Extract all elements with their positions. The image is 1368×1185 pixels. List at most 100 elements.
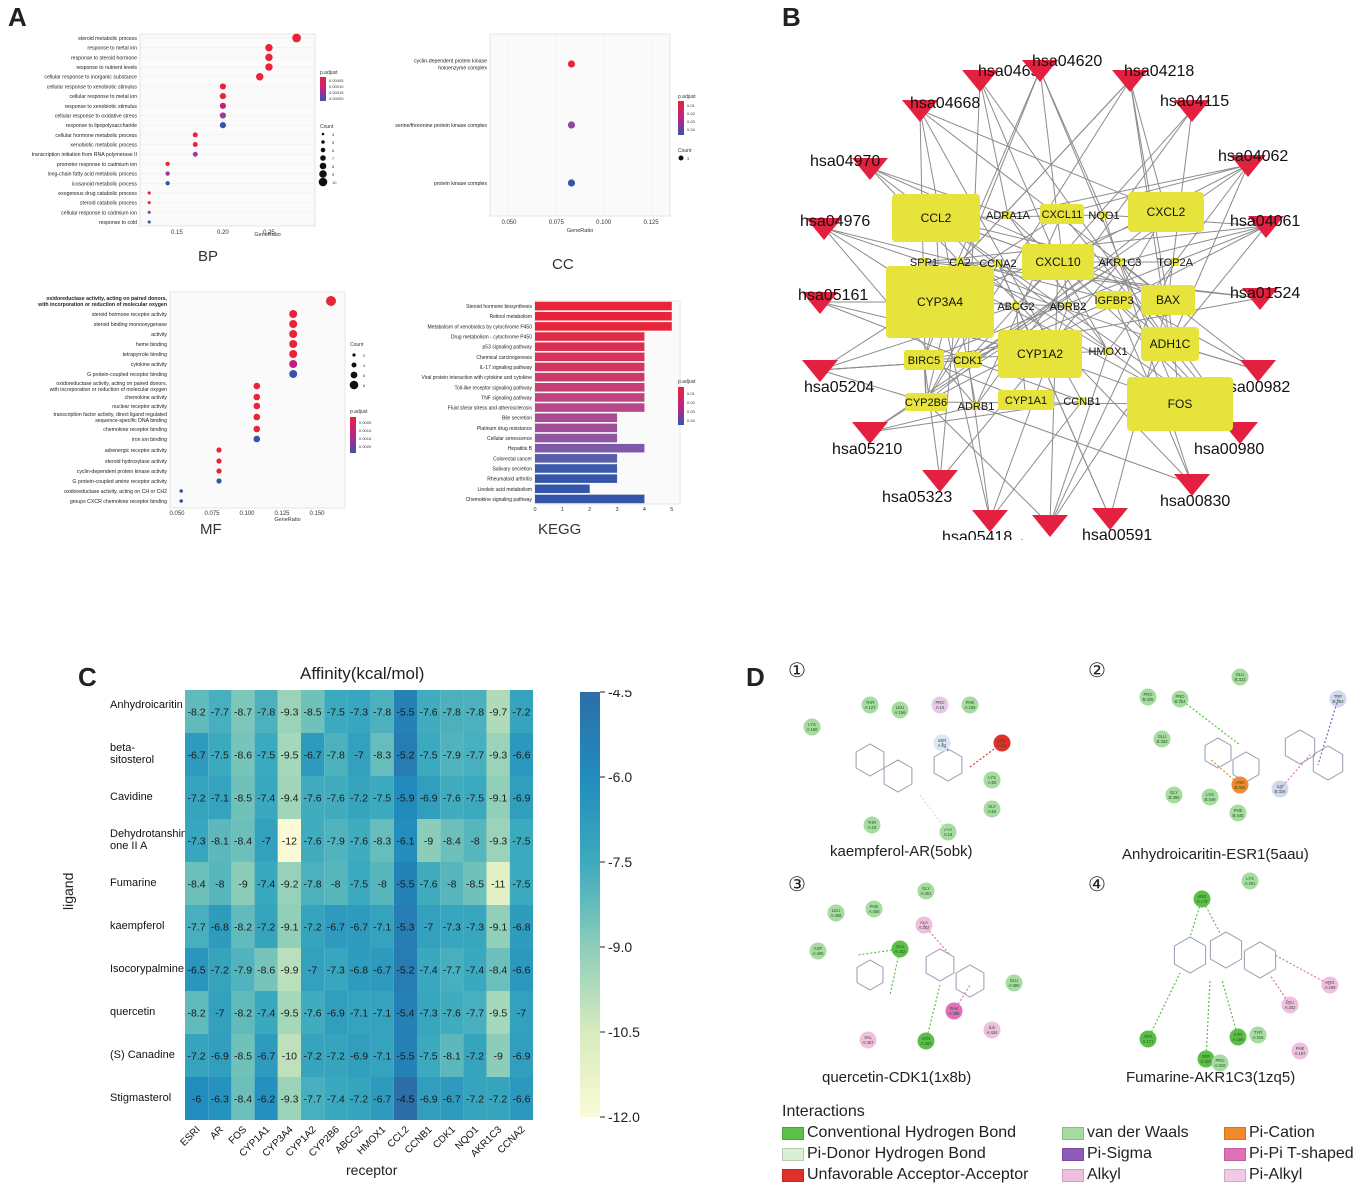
bp-dot bbox=[147, 220, 151, 224]
residue-node bbox=[1231, 668, 1249, 686]
heatmap-cell-value: -7.4 bbox=[257, 793, 275, 805]
heatmap-cell-value: -7.7 bbox=[188, 922, 206, 934]
heatmap-cell-value: -6.9 bbox=[327, 1008, 345, 1020]
heatmap-cell-value: -7.4 bbox=[257, 879, 275, 891]
residue-label-name: LYS bbox=[1206, 792, 1214, 797]
kegg-term-label: Chemical carcinogenesis bbox=[476, 355, 532, 361]
heatmap-cell-value: -7.8 bbox=[304, 879, 322, 891]
kegg-xtick: 4 bbox=[643, 507, 646, 513]
legend-label: Conventional Hydrogen Bond bbox=[807, 1124, 1017, 1141]
bp-term-label: cellular response to cadmium ion bbox=[61, 210, 137, 216]
heatmap-cell bbox=[463, 690, 487, 733]
residue-label-name: SER bbox=[938, 738, 947, 743]
heatmap-cell bbox=[277, 690, 301, 733]
pathway-node bbox=[1174, 474, 1210, 496]
heatmap-cell bbox=[393, 905, 417, 948]
mf-dot bbox=[216, 458, 222, 464]
bp-term-label: response to xenobiotic stimulus bbox=[65, 104, 138, 110]
heatmap-cell-value: -7.6 bbox=[350, 836, 368, 848]
cc-xlabel: GeneRatio bbox=[567, 228, 593, 234]
heatmap-cell bbox=[440, 905, 464, 948]
gene-node-label: CCNB1 bbox=[1063, 396, 1100, 408]
heatmap-cell-value: -8 bbox=[447, 879, 456, 891]
gene-node bbox=[955, 352, 981, 368]
heatmap-cell-value: -9.3 bbox=[489, 750, 507, 762]
mf-dot bbox=[326, 296, 336, 306]
gene-node bbox=[1127, 377, 1233, 431]
heatmap-cell bbox=[301, 991, 325, 1034]
heatmap-cell bbox=[417, 1034, 441, 1077]
residue-label-id: A:64 bbox=[988, 809, 997, 814]
residue-node bbox=[1005, 974, 1023, 992]
ligand-ring bbox=[1173, 936, 1207, 974]
bp-count-tick: 9 bbox=[332, 172, 335, 177]
ligand-ring bbox=[855, 743, 885, 777]
heatmap-cell-value: -6.2 bbox=[257, 1094, 275, 1106]
bp-count-dot bbox=[321, 132, 325, 136]
heatmap-cell bbox=[486, 1034, 510, 1077]
mf-legend-bar bbox=[350, 417, 356, 453]
heatmap-cell-value: -7.5 bbox=[350, 879, 368, 891]
mf-term-label: oxidoreductase activity, acting on paire… bbox=[46, 296, 167, 302]
network-edge bbox=[1129, 79, 1167, 213]
network-edge bbox=[1061, 164, 1249, 215]
mf-count-dot bbox=[352, 353, 356, 357]
bp-dot bbox=[292, 33, 301, 43]
mf-term-label: steroid binding monooxygenase bbox=[94, 322, 167, 328]
residue-label-name: GLU bbox=[1236, 672, 1245, 677]
mf-dot bbox=[216, 447, 222, 453]
kegg-term-label: Bile secretion bbox=[502, 416, 532, 422]
bp-dot bbox=[265, 53, 273, 62]
mf-term-label: G protein-coupled amine receptor activit… bbox=[72, 479, 167, 485]
mf-term-label: oxidoreductase activity, acting on CH or… bbox=[64, 489, 167, 495]
bp-dot bbox=[265, 63, 273, 71]
heatmap-cell bbox=[393, 862, 417, 905]
bp-dot bbox=[265, 43, 273, 52]
heatmap-cell bbox=[347, 905, 371, 948]
heatmap-cell bbox=[463, 1077, 487, 1120]
residue-label-id: B:326 bbox=[1275, 789, 1287, 794]
heatmap-xlabel: receptor bbox=[346, 1162, 398, 1178]
kegg-bar bbox=[535, 494, 645, 504]
interactions-legend-title: Interactions bbox=[782, 1103, 865, 1120]
complex-1-label: kaempferol-AR(5obk) bbox=[830, 843, 973, 860]
gene-node bbox=[904, 350, 944, 370]
colorbar-tick-label: -6.0 bbox=[608, 769, 632, 785]
heatmap-cell bbox=[277, 1077, 301, 1120]
residue-label-name: PRO bbox=[1215, 1058, 1225, 1063]
panel-letter-b: B bbox=[782, 2, 801, 32]
heatmap-cell bbox=[301, 1077, 325, 1120]
heatmap-cell bbox=[417, 819, 441, 862]
heatmap-cell-value: -7.5 bbox=[373, 793, 391, 805]
residue-label-name: TYR bbox=[1254, 1030, 1262, 1035]
heatmap-cell-value: -6.5 bbox=[188, 965, 206, 977]
heatmap-cell bbox=[347, 733, 371, 776]
gene-node-label: BIRC5 bbox=[908, 355, 940, 367]
heatmap-cell bbox=[277, 733, 301, 776]
gene-node bbox=[1100, 211, 1108, 219]
bp-count-tick: 6 bbox=[332, 148, 335, 153]
heatmap-cell bbox=[231, 733, 255, 776]
mf-dot bbox=[289, 370, 298, 378]
mf-legend-tick: 0.0005 bbox=[359, 420, 372, 425]
pathway-node-label: hsa00980 bbox=[1194, 441, 1264, 458]
cc-xtick: 0.100 bbox=[596, 220, 612, 226]
residue-label-name: ASN bbox=[1234, 1032, 1243, 1037]
mf-count-tick: 4 bbox=[363, 363, 366, 368]
residue-label-id: A:171 bbox=[1143, 1039, 1155, 1044]
heatmap-cell bbox=[370, 948, 394, 991]
interaction-legend-item: Conventional Hydrogen Bond bbox=[782, 1124, 1016, 1142]
heatmap-cell bbox=[277, 1034, 301, 1077]
heatmap-cell bbox=[277, 862, 301, 905]
bp-count-tick: 10 bbox=[332, 180, 337, 185]
kegg-xtick: 5 bbox=[670, 507, 673, 513]
kegg-term-label: Viral protein interaction with cytokine … bbox=[421, 375, 532, 381]
bp-dotplot: steroid metabolic process response to met… bbox=[32, 33, 344, 238]
heatmap-cell bbox=[231, 1034, 255, 1077]
bp-xtick: 0.20 bbox=[217, 230, 229, 236]
heatmap-cell-value: -8.5 bbox=[466, 879, 484, 891]
mf-count-dot bbox=[349, 380, 359, 390]
interaction-legend-item: Pi-Sigma bbox=[1062, 1145, 1152, 1163]
kegg-term-label: TNF signaling pathway bbox=[481, 395, 532, 401]
residue-node bbox=[1139, 688, 1157, 706]
